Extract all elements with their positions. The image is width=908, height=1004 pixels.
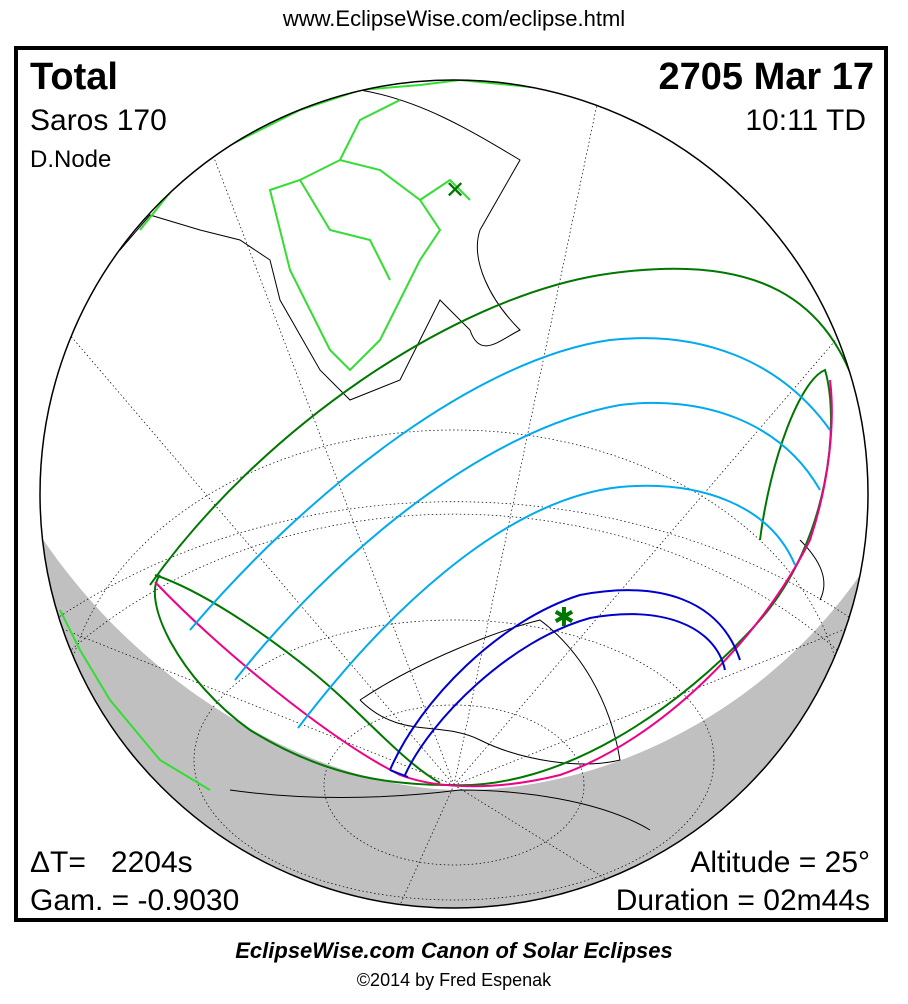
- penumbra-limit-north: [149, 267, 861, 586]
- penumbra-limit-loop: [153, 368, 832, 787]
- delta-t: ΔT= 2204s: [30, 846, 193, 879]
- magnitude-line-2: [234, 401, 821, 681]
- umbra-limit-south: [404, 613, 726, 776]
- globe: [40, 80, 868, 908]
- site-url: www.EclipseWise.com/eclipse.html: [282, 6, 626, 31]
- node: D.Node: [30, 146, 112, 173]
- umbra-limit-north: [389, 589, 741, 771]
- penumbra-loop-west: [154, 574, 441, 784]
- magnitude-line-3: [297, 484, 796, 729]
- rise-set-curve: [154, 379, 833, 788]
- footer-title: EclipseWise.com Canon of Solar Eclipses: [235, 938, 673, 963]
- coastlines: [119, 89, 825, 831]
- eclipse-date: 2705 Mar 17: [658, 56, 875, 98]
- eclipse-type: Total: [30, 56, 118, 98]
- duration: Duration = 02m44s: [615, 884, 870, 917]
- globe-map: ✕ ✱: [39, 79, 869, 909]
- greatest-eclipse-star-marker: ✱: [553, 603, 575, 633]
- subsolar-x-marker: ✕: [445, 176, 465, 204]
- footer-copyright: ©2014 by Fred Espenak: [356, 970, 552, 990]
- gamma: Gam. = -0.9030: [30, 884, 240, 917]
- altitude: Altitude = 25°: [690, 846, 870, 879]
- eclipse-map-frame: ✕ ✱ Total 2705 Mar 17 Saros 170 10:11 TD…: [14, 46, 888, 922]
- umbra-end-cap: [389, 769, 409, 778]
- magnitude-line-1: [189, 337, 831, 631]
- night-region: [40, 535, 868, 908]
- saros: Saros 170: [30, 104, 167, 137]
- eclipse-time: 10:11 TD: [745, 104, 866, 137]
- globe-outline: [39, 79, 869, 909]
